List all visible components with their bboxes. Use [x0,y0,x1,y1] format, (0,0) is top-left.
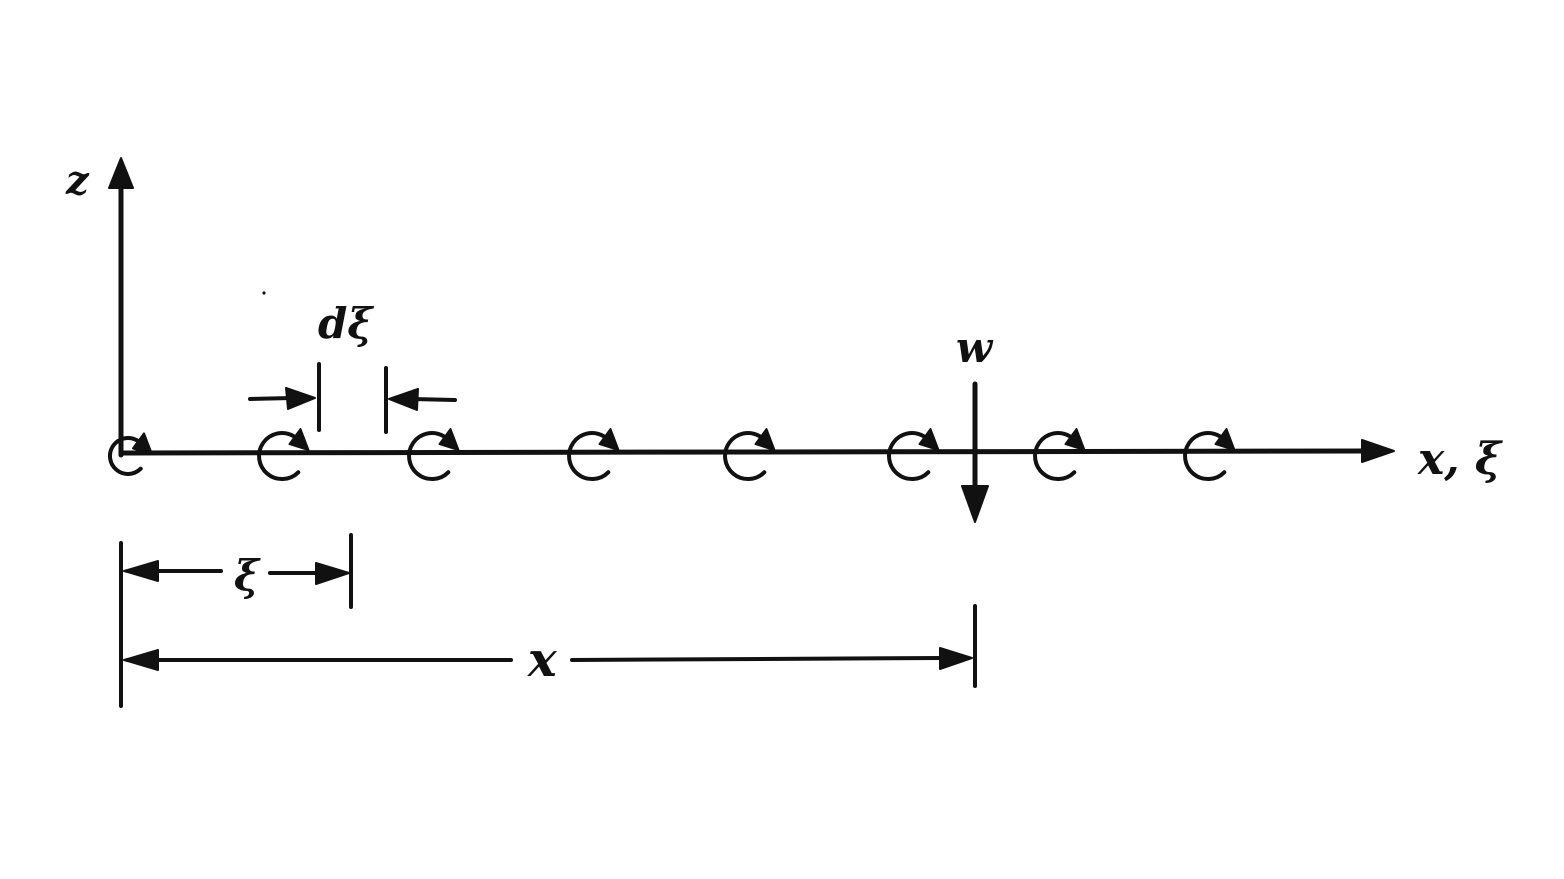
circular-arrow-icon [1033,428,1086,481]
z-axis-arrowhead [108,157,134,189]
x-left-arrowhead [123,649,159,671]
d-xi-right-arrowhead [388,388,419,411]
x-axis-arrowhead [1361,439,1395,463]
vortex-arrowhead [438,428,460,452]
circular-arrow-icon [257,428,310,481]
circular-arrow-icon [887,428,940,481]
x-right-arrowhead [939,647,973,670]
induced-velocity-w: w [956,323,994,523]
d-xi-right-arrow-shaft [410,397,457,402]
d-xi-left-arrow-shaft [248,396,294,401]
x-axis: x, ξ [118,434,1503,485]
xi-left-arrowhead [123,560,159,582]
vortex-arrowhead [1214,428,1236,452]
d-xi-element-marker: dξ [248,299,457,434]
vortex-row [107,428,1236,481]
vortex-arrowhead [918,428,940,452]
circular-arrow-icon [1183,428,1236,481]
xi-dimension: ξ [119,533,353,708]
circular-arrow-icon [567,428,620,481]
w-arrowhead [961,485,989,523]
xi-dimension-label: ξ [234,551,261,600]
circular-arrow-icon [723,428,776,481]
vortex-arrowhead [1064,428,1086,452]
w-label: w [956,323,994,372]
pen-dot [262,291,266,295]
x-dimension-label: x [527,632,558,688]
z-axis-label: z [65,157,90,204]
x-axis-label: x, ξ [1417,434,1503,485]
z-axis: z [65,157,134,458]
circular-arrow-icon [107,432,153,476]
vortex-arrowhead [132,432,153,456]
vortex-arrowhead [598,428,620,452]
x-dimension: x [123,604,977,688]
xi-right-arrowhead [315,562,350,585]
d-xi-left-arrowhead [285,387,316,410]
vortex-arrowhead [288,428,310,452]
circular-arrow-icon [407,428,460,481]
vortex-arrowhead [754,428,776,452]
d-xi-label: dξ [318,299,374,348]
